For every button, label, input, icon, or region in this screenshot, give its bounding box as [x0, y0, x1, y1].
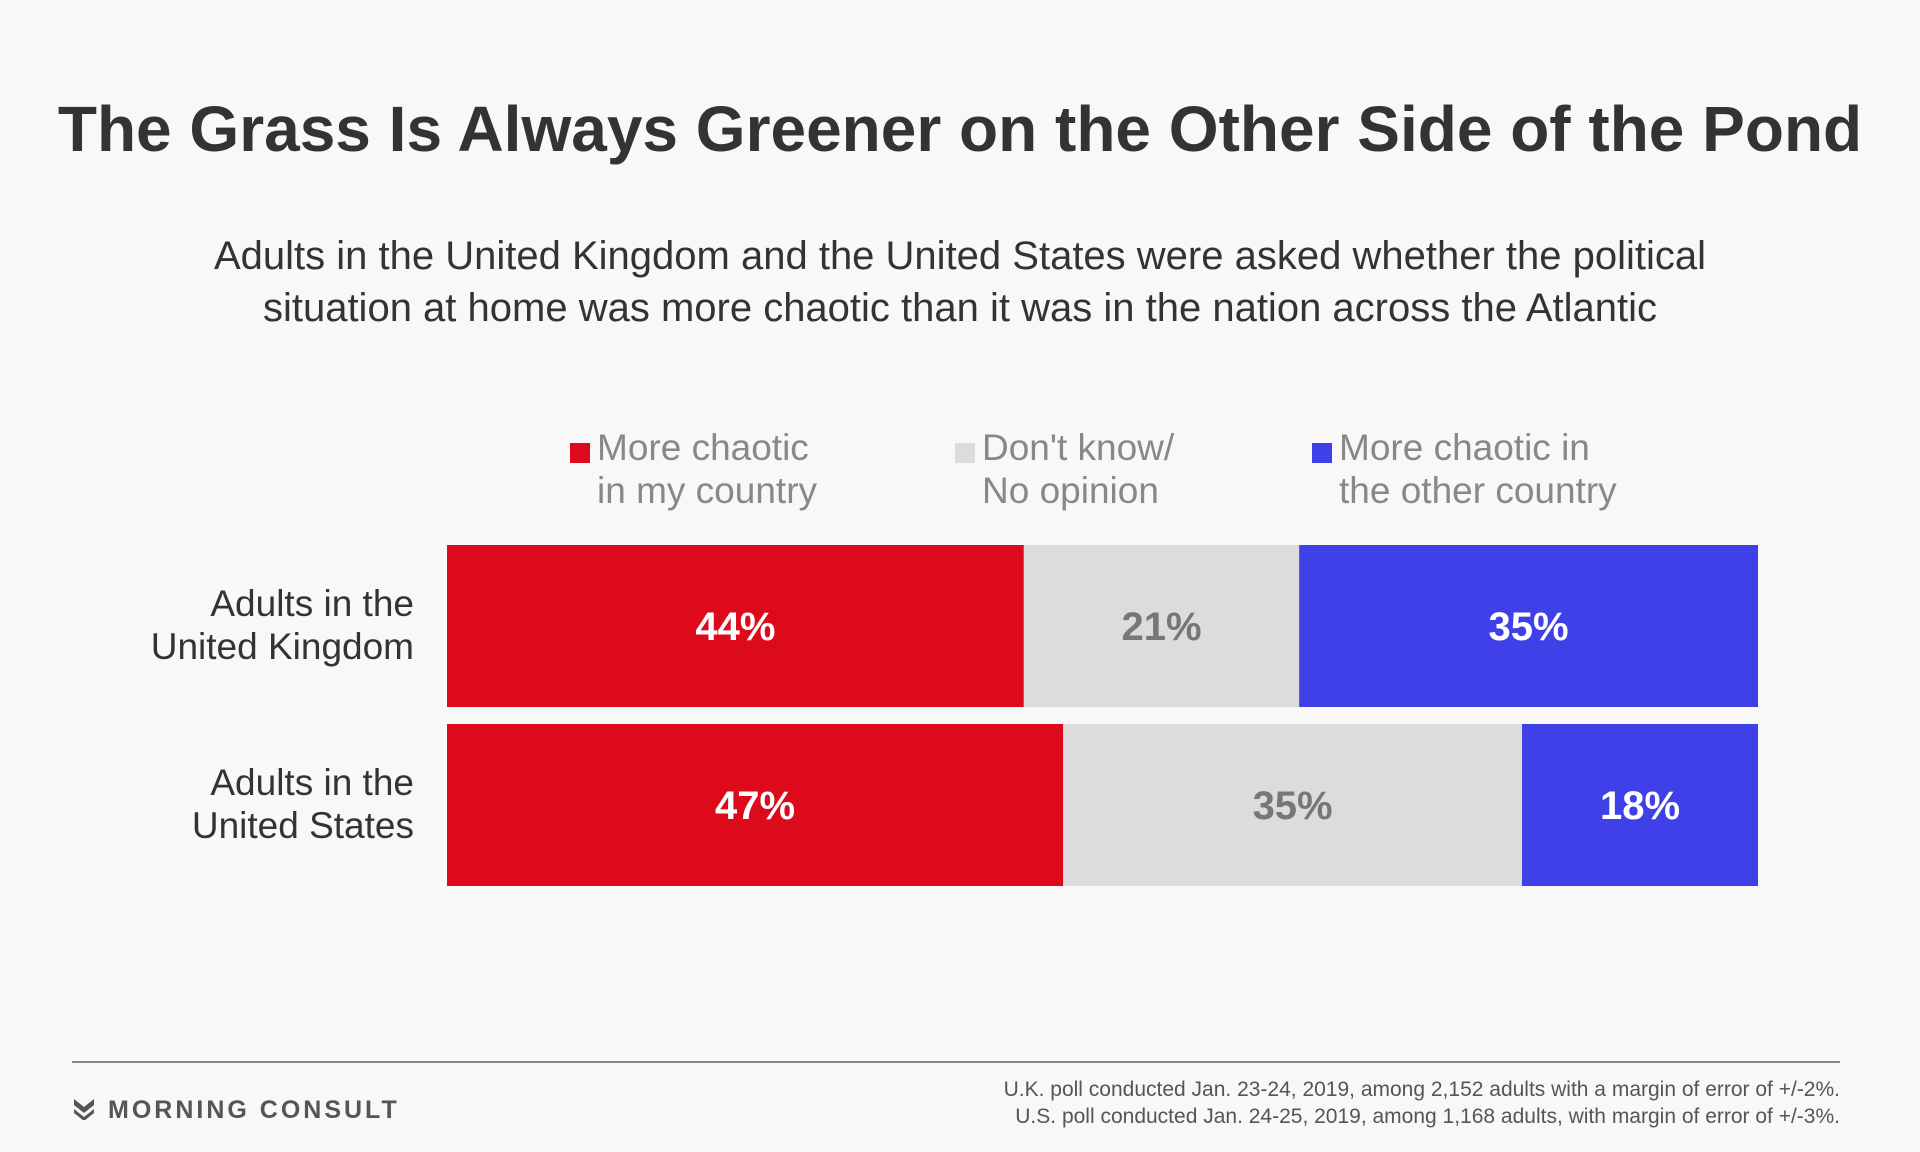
chart-subtitle: Adults in the United Kingdom and the Uni… [0, 230, 1920, 334]
bar-label-uk-more-chaotic-other-country: 35% [1489, 605, 1569, 649]
bar-us-dont-know [1063, 724, 1523, 886]
morning-consult-logo-icon [74, 1099, 94, 1120]
chart-title: The Grass Is Always Greener on the Other… [57, 93, 1863, 165]
legend-label-line-1: More chaotic in [1339, 427, 1590, 468]
legend-swatch-gray [955, 443, 975, 463]
legend-label-line-1: Don't know/ [982, 427, 1175, 468]
logo-text: MORNING CONSULT [108, 1096, 400, 1124]
row-label-line-1: Adults in the [210, 583, 414, 624]
bar-uk-more-chaotic-other-country [1299, 545, 1758, 707]
subtitle-line-1: Adults in the United Kingdom and the Uni… [214, 234, 1706, 278]
bar-label-uk-more-chaotic-my-country: 44% [695, 605, 775, 649]
bar-label-uk-dont-know: 21% [1121, 605, 1201, 649]
legend-swatch-red [570, 443, 590, 463]
footer-divider [72, 1061, 1840, 1063]
row-label-line-1: Adults in the [210, 762, 414, 803]
row-label-us: Adults in the United States [0, 761, 414, 847]
bar-us-more-chaotic-other-country [1522, 724, 1758, 886]
legend-swatch-blue [1312, 443, 1332, 463]
bar-us-more-chaotic-my-country [447, 724, 1064, 886]
row-label-line-2: United Kingdom [150, 626, 414, 667]
bar-uk-dont-know [1023, 545, 1300, 707]
row-label-line-2: United States [191, 805, 414, 846]
subtitle-line-2: situation at home was more chaotic than … [262, 286, 1658, 330]
bar-label-us-dont-know: 35% [1253, 784, 1333, 828]
legend-label-line-2: the other country [1339, 470, 1617, 511]
footnote-us: U.S. poll conducted Jan. 24-25, 2019, am… [1015, 1105, 1840, 1128]
bar-label-us-more-chaotic-other-country: 18% [1600, 784, 1680, 828]
legend-label-line-2: in my country [597, 470, 818, 511]
footnote: U.K. poll conducted Jan. 23-24, 2019, am… [1004, 1076, 1840, 1130]
footnote-uk: U.K. poll conducted Jan. 23-24, 2019, am… [1003, 1078, 1840, 1101]
bar-uk-more-chaotic-my-country [447, 545, 1024, 707]
legend-label-line-2: No opinion [982, 470, 1159, 511]
legend-label-line-1: More chaotic [597, 427, 809, 468]
bar-label-us-more-chaotic-my-country: 47% [715, 784, 795, 828]
row-label-uk: Adults in the United Kingdom [0, 582, 414, 668]
